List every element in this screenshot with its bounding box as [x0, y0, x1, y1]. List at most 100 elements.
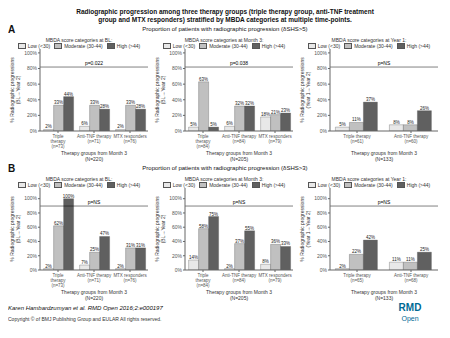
svg-text:100%: 100% — [63, 194, 75, 199]
svg-text:2%: 2% — [45, 124, 52, 129]
svg-text:31%: 31% — [136, 243, 145, 248]
svg-text:40%: 40% — [172, 238, 183, 244]
svg-text:44%: 44% — [64, 92, 73, 97]
svg-text:p=NS: p=NS — [88, 199, 101, 205]
svg-text:Tripletherapy(n=84): Tripletherapy(n=84) — [195, 273, 211, 288]
svg-text:5%: 5% — [339, 122, 346, 127]
svg-text:20%: 20% — [172, 253, 183, 259]
svg-text:100%: 100% — [314, 50, 327, 56]
svg-text:Therapy groups from Month 3(N=: Therapy groups from Month 3(N=205) — [206, 289, 272, 301]
svg-text:MTX responders(n=76): MTX responders(n=76) — [113, 134, 147, 144]
svg-text:p=NS: p=NS — [378, 199, 391, 205]
svg-text:0%: 0% — [175, 267, 183, 273]
svg-text:0%: 0% — [320, 267, 328, 273]
svg-text:33%: 33% — [90, 100, 99, 105]
svg-text:80%: 80% — [27, 65, 38, 71]
svg-text:8%: 8% — [407, 120, 414, 125]
svg-text:62%: 62% — [54, 221, 63, 226]
svg-text:47%: 47% — [100, 231, 109, 236]
svg-text:p=NS: p=NS — [233, 199, 246, 205]
svg-text:2%: 2% — [117, 124, 124, 129]
svg-text:37%: 37% — [235, 239, 244, 244]
svg-text:26%: 26% — [420, 106, 429, 111]
svg-text:Therapy groups from Month 3(N=: Therapy groups from Month 3(N=220) — [61, 289, 127, 301]
svg-text:25%: 25% — [420, 247, 429, 252]
svg-text:p=0.038: p=0.038 — [230, 60, 248, 66]
svg-text:18%: 18% — [261, 112, 270, 117]
svg-text:Therapy groups from Month 3(N=: Therapy groups from Month 3(N=220) — [61, 150, 127, 162]
svg-text:% Radiographic progressions(Ye: % Radiographic progressions(Year 1→Year … — [299, 57, 311, 123]
svg-text:Triple therapy(n=65): Triple therapy(n=65) — [343, 273, 371, 283]
svg-text:p=0.022: p=0.022 — [85, 60, 103, 66]
svg-text:8%: 8% — [393, 120, 400, 125]
svg-text:p=NS: p=NS — [378, 60, 391, 66]
svg-text:11%: 11% — [352, 117, 361, 122]
svg-text:14%: 14% — [189, 255, 198, 260]
svg-text:40%: 40% — [172, 97, 183, 103]
svg-text:80%: 80% — [27, 210, 38, 216]
svg-text:2%: 2% — [339, 264, 346, 269]
svg-text:Anti-TNF therapy(n=71): Anti-TNF therapy(n=71) — [77, 273, 112, 283]
svg-text:36%: 36% — [271, 239, 280, 244]
svg-text:2%: 2% — [45, 264, 52, 269]
svg-text:21%: 21% — [271, 110, 280, 115]
svg-text:80%: 80% — [317, 65, 328, 71]
svg-text:63%: 63% — [199, 77, 208, 82]
svg-text:80%: 80% — [172, 65, 183, 71]
svg-text:7%: 7% — [81, 260, 88, 265]
svg-text:Therapy groups from Month 3(N=: Therapy groups from Month 3(N=133) — [351, 289, 417, 301]
svg-text:MTX responders(n=76): MTX responders(n=76) — [113, 273, 147, 283]
svg-text:60%: 60% — [27, 81, 38, 87]
svg-text:28%: 28% — [100, 104, 109, 109]
svg-text:Anti-TNF therapy(n=84): Anti-TNF therapy(n=84) — [222, 134, 257, 144]
svg-text:Anti-TNF therapy(n=60): Anti-TNF therapy(n=60) — [394, 134, 429, 144]
svg-text:0%: 0% — [320, 128, 328, 134]
svg-text:Triple therapy(n=61): Triple therapy(n=61) — [343, 134, 371, 144]
svg-text:20%: 20% — [172, 112, 183, 118]
svg-text:23%: 23% — [281, 108, 290, 113]
svg-text:60%: 60% — [172, 224, 183, 230]
svg-text:60%: 60% — [317, 224, 328, 230]
svg-text:Anti-TNF therapy(n=71): Anti-TNF therapy(n=71) — [77, 134, 112, 144]
svg-text:25%: 25% — [90, 247, 99, 252]
svg-text:60%: 60% — [172, 81, 183, 87]
svg-text:40%: 40% — [317, 97, 328, 103]
svg-text:Anti-TNF therapy(n=84): Anti-TNF therapy(n=84) — [222, 273, 257, 283]
svg-text:11%: 11% — [406, 257, 415, 262]
svg-text:80%: 80% — [172, 210, 183, 216]
svg-text:33%: 33% — [281, 241, 290, 246]
svg-text:0%: 0% — [30, 128, 38, 134]
svg-text:28%: 28% — [136, 104, 145, 109]
svg-text:58%: 58% — [199, 224, 208, 229]
svg-text:% Radiographic progressions(BL: % Radiographic progressions(BL→Year 2) — [154, 57, 166, 123]
svg-text:Therapy groups from Month 3(N=: Therapy groups from Month 3(N=205) — [206, 150, 272, 162]
svg-text:31%: 31% — [126, 243, 135, 248]
svg-text:2%: 2% — [117, 264, 124, 269]
svg-text:100%: 100% — [314, 195, 327, 201]
svg-text:20%: 20% — [27, 112, 38, 118]
svg-text:40%: 40% — [317, 238, 328, 244]
svg-text:100%: 100% — [24, 195, 37, 201]
svg-text:8%: 8% — [262, 259, 269, 264]
svg-text:6%: 6% — [81, 121, 88, 126]
svg-text:37%: 37% — [366, 97, 375, 102]
svg-text:33%: 33% — [126, 100, 135, 105]
svg-text:MTX responders(n=79): MTX responders(n=79) — [258, 273, 292, 283]
svg-text:40%: 40% — [27, 238, 38, 244]
svg-text:0%: 0% — [30, 267, 38, 273]
svg-text:20%: 20% — [317, 112, 328, 118]
svg-text:0%: 0% — [175, 128, 183, 134]
svg-text:Tripletherapy(n=73): Tripletherapy(n=73) — [50, 273, 66, 288]
svg-text:60%: 60% — [27, 224, 38, 230]
svg-text:MTX responders(n=79): MTX responders(n=79) — [258, 134, 292, 144]
svg-text:% Radiographic progressions(BL: % Radiographic progressions(BL→Year 2) — [9, 196, 21, 262]
svg-text:20%: 20% — [317, 253, 328, 259]
svg-text:75%: 75% — [209, 212, 218, 217]
svg-text:33%: 33% — [54, 100, 63, 105]
svg-text:5%: 5% — [190, 122, 197, 127]
svg-text:80%: 80% — [317, 210, 328, 216]
svg-text:100%: 100% — [169, 195, 182, 201]
svg-text:100%: 100% — [24, 50, 37, 56]
svg-text:% Radiographic progressions(Ye: % Radiographic progressions(Year 1→Year … — [299, 196, 311, 262]
svg-text:11%: 11% — [392, 257, 401, 262]
